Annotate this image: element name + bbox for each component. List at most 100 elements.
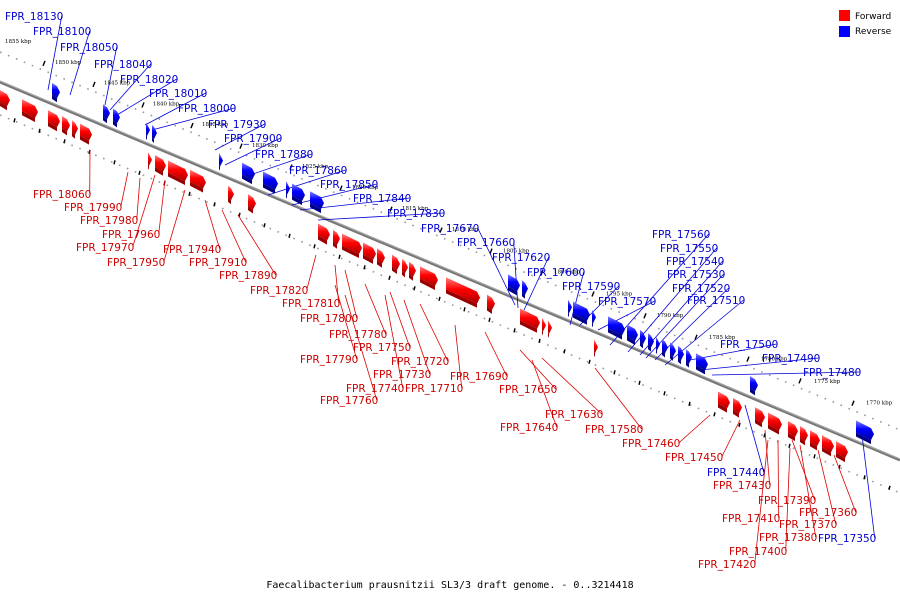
forward-gene-label[interactable]: FPR_17420: [698, 559, 756, 571]
forward-gene-label[interactable]: FPR_17820: [250, 285, 308, 297]
forward-gene-block[interactable]: [155, 155, 166, 176]
forward-gene-label[interactable]: FPR_17990: [64, 202, 122, 214]
reverse-gene-block[interactable]: [656, 336, 660, 355]
reverse-gene-block[interactable]: [627, 324, 638, 345]
forward-gene-label[interactable]: FPR_17760: [320, 395, 378, 407]
forward-gene-block[interactable]: [392, 254, 400, 274]
reverse-gene-label[interactable]: FPR_17600: [527, 267, 585, 279]
reverse-gene-block[interactable]: [568, 299, 572, 318]
forward-gene-block[interactable]: [810, 430, 820, 451]
reverse-gene-label[interactable]: FPR_17860: [289, 165, 347, 177]
reverse-gene-label[interactable]: FPR_17560: [652, 229, 710, 241]
reverse-gene-block[interactable]: [52, 82, 60, 103]
forward-gene-label[interactable]: FPR_17650: [499, 384, 557, 396]
reverse-gene-block[interactable]: [263, 171, 278, 194]
forward-gene-label[interactable]: FPR_17640: [500, 422, 558, 434]
forward-gene-block[interactable]: [0, 90, 10, 111]
forward-gene-label[interactable]: FPR_17750: [353, 342, 411, 354]
forward-gene-label[interactable]: FPR_17400: [729, 546, 787, 558]
reverse-gene-label[interactable]: FPR_17500: [720, 339, 778, 351]
reverse-gene-block[interactable]: [292, 183, 305, 206]
reverse-gene-block[interactable]: [640, 329, 646, 349]
reverse-gene-label[interactable]: FPR_18010: [149, 88, 207, 100]
forward-gene-label[interactable]: FPR_17410: [722, 513, 780, 525]
reverse-gene-block[interactable]: [242, 162, 255, 185]
forward-gene-label[interactable]: FPR_17780: [329, 329, 387, 341]
reverse-gene-block[interactable]: [696, 353, 708, 375]
reverse-gene-block[interactable]: [608, 316, 625, 340]
reverse-gene-label[interactable]: FPR_17510: [687, 295, 745, 307]
forward-gene-label[interactable]: FPR_17380: [759, 532, 817, 544]
reverse-gene-label[interactable]: FPR_17480: [803, 367, 861, 379]
reverse-gene-block[interactable]: [286, 181, 290, 199]
reverse-gene-block[interactable]: [103, 104, 110, 124]
forward-gene-block[interactable]: [248, 194, 256, 214]
forward-gene-block[interactable]: [80, 123, 92, 145]
reverse-gene-label[interactable]: FPR_17530: [667, 269, 725, 281]
reverse-gene-block[interactable]: [648, 333, 654, 352]
forward-gene-block[interactable]: [594, 339, 598, 358]
forward-gene-block[interactable]: [363, 242, 376, 264]
forward-gene-block[interactable]: [342, 233, 362, 259]
reverse-gene-block[interactable]: [508, 274, 520, 296]
reverse-gene-block[interactable]: [219, 152, 223, 171]
reverse-gene-label[interactable]: FPR_17540: [666, 256, 724, 268]
reverse-gene-label[interactable]: FPR_18000: [178, 103, 236, 115]
forward-gene-label[interactable]: FPR_17740: [346, 383, 404, 395]
reverse-gene-label[interactable]: FPR_17620: [492, 252, 550, 264]
reverse-gene-block[interactable]: [592, 309, 596, 328]
reverse-gene-block[interactable]: [856, 420, 874, 445]
forward-gene-block[interactable]: [228, 185, 234, 205]
reverse-gene-block[interactable]: [670, 342, 676, 361]
forward-gene-block[interactable]: [168, 160, 188, 185]
forward-gene-block[interactable]: [788, 420, 798, 442]
forward-gene-block[interactable]: [487, 294, 495, 314]
reverse-gene-label[interactable]: FPR_18020: [120, 74, 178, 86]
forward-gene-block[interactable]: [148, 152, 152, 170]
forward-gene-label[interactable]: FPR_17730: [373, 369, 431, 381]
forward-gene-block[interactable]: [420, 266, 438, 290]
reverse-gene-label[interactable]: FPR_18130: [5, 11, 63, 23]
reverse-gene-label[interactable]: FPR_18040: [94, 59, 152, 71]
reverse-gene-label[interactable]: FPR_17660: [457, 237, 515, 249]
forward-gene-block[interactable]: [822, 435, 834, 457]
forward-gene-label[interactable]: FPR_17940: [163, 244, 221, 256]
reverse-gene-label[interactable]: FPR_17840: [353, 193, 411, 205]
forward-gene-label[interactable]: FPR_17580: [585, 424, 643, 436]
forward-gene-block[interactable]: [48, 110, 60, 132]
reverse-gene-block[interactable]: [573, 301, 590, 325]
reverse-gene-label[interactable]: FPR_17570: [598, 296, 656, 308]
forward-gene-label[interactable]: FPR_17950: [107, 257, 165, 269]
reverse-gene-label[interactable]: FPR_17850: [320, 179, 378, 191]
forward-gene-block[interactable]: [542, 317, 546, 336]
reverse-gene-block[interactable]: [750, 376, 758, 396]
forward-gene-block[interactable]: [733, 397, 742, 418]
forward-gene-block[interactable]: [318, 223, 330, 245]
forward-gene-label[interactable]: FPR_17910: [189, 257, 247, 269]
reverse-gene-label[interactable]: FPR_17670: [421, 223, 479, 235]
reverse-gene-label[interactable]: FPR_17550: [660, 243, 718, 255]
forward-gene-block[interactable]: [446, 277, 480, 308]
forward-gene-block[interactable]: [402, 258, 408, 278]
reverse-gene-block[interactable]: [113, 108, 120, 128]
forward-gene-label[interactable]: FPR_17630: [545, 409, 603, 421]
forward-gene-label[interactable]: FPR_17390: [758, 495, 816, 507]
reverse-gene-label[interactable]: FPR_17900: [224, 133, 282, 145]
forward-gene-block[interactable]: [520, 308, 540, 333]
forward-gene-label[interactable]: FPR_17800: [300, 313, 358, 325]
forward-gene-label[interactable]: FPR_17980: [80, 215, 138, 227]
reverse-gene-block[interactable]: [152, 124, 157, 143]
forward-gene-block[interactable]: [768, 412, 782, 435]
forward-gene-block[interactable]: [22, 99, 38, 122]
reverse-gene-label[interactable]: FPR_17350: [818, 533, 876, 545]
forward-gene-block[interactable]: [409, 261, 416, 281]
reverse-gene-block[interactable]: [522, 280, 528, 299]
reverse-gene-label[interactable]: FPR_17440: [707, 467, 765, 479]
forward-gene-block[interactable]: [548, 320, 552, 338]
forward-gene-label[interactable]: FPR_17720: [391, 356, 449, 368]
reverse-gene-label[interactable]: FPR_17490: [762, 353, 820, 365]
reverse-gene-label[interactable]: FPR_18050: [60, 42, 118, 54]
forward-gene-label[interactable]: FPR_17810: [282, 298, 340, 310]
reverse-gene-label[interactable]: FPR_17880: [255, 149, 313, 161]
forward-gene-label[interactable]: FPR_17360: [799, 507, 857, 519]
